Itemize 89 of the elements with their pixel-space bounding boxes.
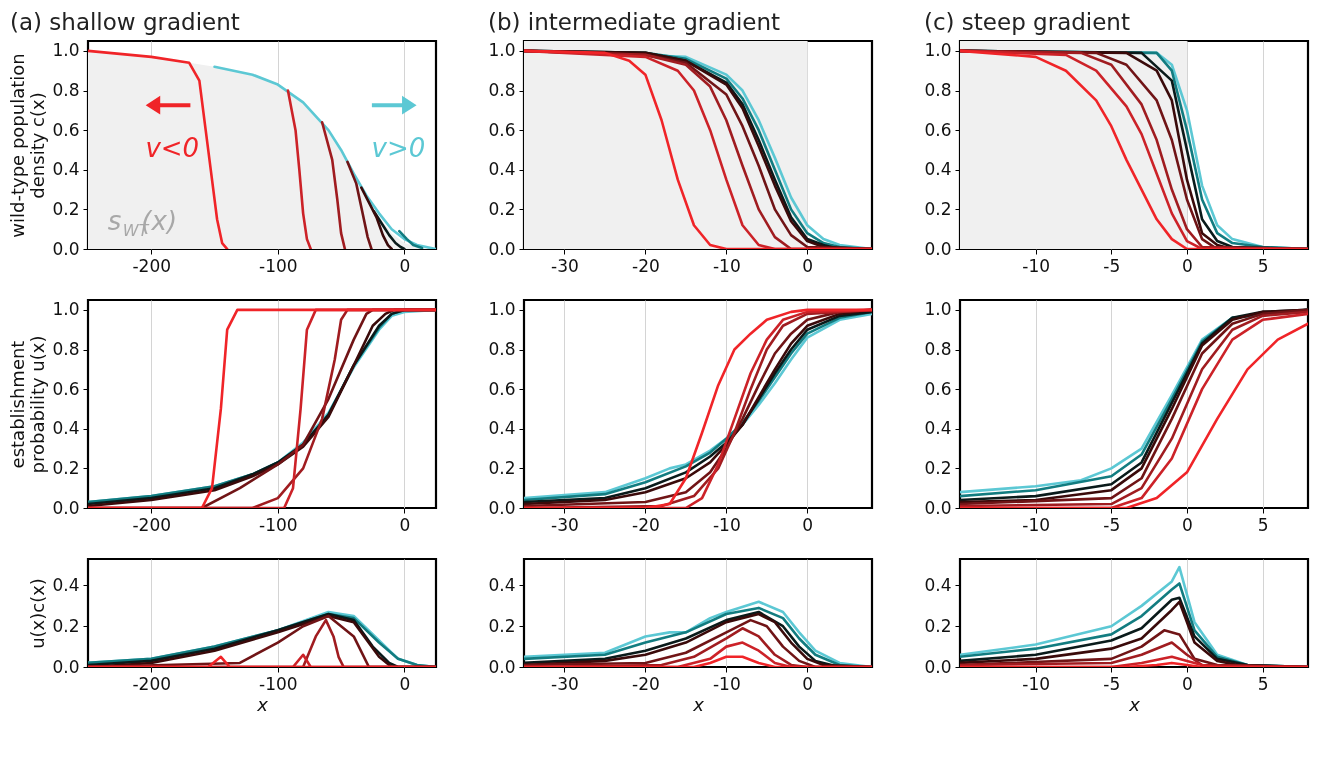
y-tick-label: 0.6 [488,119,516,140]
chart-title: (a) shallow gradient [9,9,240,35]
annotation: v>0 [371,133,426,164]
x-tick-label: -200 [132,514,172,535]
y-tick-label: 0.8 [52,339,80,360]
y-tick-label: 0.2 [488,457,516,478]
y-tick-label: 0.2 [924,615,952,636]
x-tick-label: -5 [1103,514,1121,535]
y-tick-label: 0.4 [488,418,516,439]
y-tick-label: 0.2 [488,615,516,636]
y-tick-label: 0.0 [924,656,952,677]
x-tick-label: -100 [259,514,298,535]
y-tick-label: 0.4 [52,418,80,439]
y-tick-label: 0.4 [52,159,80,180]
y-tick-label: 0.2 [924,198,952,219]
y-tick-label: 0.6 [52,119,80,140]
y-tick-label: 0.8 [52,80,80,101]
x-tick-label: -30 [551,255,579,276]
y-tick-label: 1.0 [924,40,952,61]
y-tick-label: 0.2 [52,198,80,219]
y-tick-label: 0.0 [488,238,516,259]
y-tick-label: 0.0 [488,656,516,677]
y-tick-label: 0.4 [488,159,516,180]
y-tick-label: 0.0 [52,497,80,518]
x-tick-label: 0 [802,673,814,694]
x-tick-label: -10 [1022,673,1051,694]
x-tick-label: 5 [1257,514,1269,535]
y-tick-label: 0.8 [924,80,952,101]
x-tick-label: -30 [551,673,579,694]
x-tick-label: 5 [1257,673,1269,694]
x-tick-label: -5 [1103,673,1121,694]
y-tick-label: 0.6 [924,119,952,140]
y-tick-label: 0.4 [52,574,80,595]
y-tick-label: 0.4 [924,574,952,595]
x-tick-label: -20 [632,255,660,276]
x-tick-label: -30 [551,514,579,535]
y-tick-label: 0.2 [924,457,952,478]
x-tick-label: 0 [1182,514,1193,535]
x-tick-label: -10 [712,673,741,694]
x-tick-label: -10 [1022,514,1051,535]
x-tick-label: 0 [399,673,411,694]
chart-title: (c) steep gradient [923,9,1130,35]
annotation: v<0 [145,133,200,164]
y-axis-title: u(x)c(x) [27,578,49,649]
y-axis-title: wild-type population density c(x) [7,53,49,238]
x-tick-label: -100 [259,673,298,694]
y-tick-label: 1.0 [488,40,516,61]
y-tick-label: 0.4 [488,574,516,595]
x-tick-label: -20 [632,514,660,535]
y-tick-label: 0.8 [488,339,516,360]
y-tick-label: 1.0 [924,299,952,320]
y-tick-label: 0.2 [52,457,80,478]
x-axis-title: x [692,693,705,715]
y-tick-label: 0.6 [488,378,516,399]
y-tick-label: 1.0 [488,299,516,320]
y-tick-label: 1.0 [52,40,80,61]
x-axis-title: x [1128,693,1141,715]
x-tick-label: -10 [1022,255,1051,276]
x-tick-label: 0 [802,514,814,535]
y-tick-label: 0.6 [924,378,952,399]
y-tick-label: 0.0 [488,497,516,518]
y-tick-label: 0.8 [924,339,952,360]
x-tick-label: 0 [802,255,814,276]
x-tick-label: 0 [1182,255,1193,276]
y-tick-label: 0.6 [52,378,80,399]
x-tick-label: -10 [712,255,741,276]
x-tick-label: -200 [132,255,172,276]
x-tick-label: -10 [712,514,741,535]
y-tick-label: 0.8 [488,80,516,101]
x-tick-label: 5 [1257,255,1269,276]
x-axis-title: x [256,693,269,715]
x-tick-label: 0 [1182,673,1193,694]
x-tick-label: -20 [632,673,660,694]
x-tick-label: -100 [259,255,298,276]
y-tick-label: 0.2 [52,615,80,636]
y-tick-label: 1.0 [52,299,80,320]
x-tick-label: 0 [399,514,411,535]
x-tick-label: -5 [1103,255,1121,276]
y-tick-label: 0.2 [488,198,516,219]
y-tick-label: 0.0 [924,238,952,259]
x-tick-label: -200 [132,673,172,694]
y-axis-title: establishment probability u(x) [7,335,49,474]
x-tick-label: 0 [399,255,411,276]
y-tick-label: 0.4 [924,159,952,180]
y-tick-label: 0.0 [52,656,80,677]
chart-title: (b) intermediate gradient [487,9,781,35]
y-tick-label: 0.0 [52,238,80,259]
y-tick-label: 0.4 [924,418,952,439]
y-tick-label: 0.0 [924,497,952,518]
